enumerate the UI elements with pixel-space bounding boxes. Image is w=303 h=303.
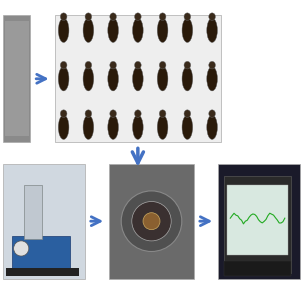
Ellipse shape: [182, 18, 193, 42]
Ellipse shape: [85, 110, 92, 117]
Ellipse shape: [209, 61, 215, 69]
Ellipse shape: [207, 115, 218, 139]
FancyBboxPatch shape: [12, 236, 70, 273]
Ellipse shape: [182, 67, 193, 91]
Ellipse shape: [209, 13, 215, 21]
Ellipse shape: [184, 110, 191, 117]
Ellipse shape: [83, 115, 94, 139]
Ellipse shape: [157, 67, 168, 91]
Ellipse shape: [132, 18, 143, 42]
Ellipse shape: [83, 18, 94, 42]
Circle shape: [143, 213, 160, 230]
Ellipse shape: [159, 13, 166, 21]
FancyBboxPatch shape: [55, 15, 221, 142]
Ellipse shape: [182, 115, 193, 139]
FancyBboxPatch shape: [109, 164, 194, 279]
Ellipse shape: [110, 13, 116, 21]
Ellipse shape: [108, 18, 118, 42]
Ellipse shape: [85, 61, 92, 69]
FancyBboxPatch shape: [218, 164, 300, 279]
Ellipse shape: [108, 67, 118, 91]
Ellipse shape: [159, 61, 166, 69]
FancyBboxPatch shape: [56, 18, 220, 139]
Ellipse shape: [110, 61, 116, 69]
FancyBboxPatch shape: [227, 185, 288, 255]
FancyBboxPatch shape: [224, 176, 291, 273]
Ellipse shape: [184, 61, 191, 69]
Ellipse shape: [184, 13, 191, 21]
Ellipse shape: [58, 115, 69, 139]
Ellipse shape: [58, 18, 69, 42]
Ellipse shape: [83, 67, 94, 91]
Ellipse shape: [60, 110, 67, 117]
Ellipse shape: [108, 115, 118, 139]
Ellipse shape: [157, 115, 168, 139]
Circle shape: [132, 201, 171, 241]
Ellipse shape: [159, 110, 166, 117]
Ellipse shape: [85, 13, 92, 21]
Circle shape: [14, 241, 29, 256]
Ellipse shape: [135, 110, 141, 117]
Ellipse shape: [132, 115, 143, 139]
Ellipse shape: [135, 61, 141, 69]
Ellipse shape: [135, 13, 141, 21]
FancyBboxPatch shape: [24, 185, 42, 239]
Ellipse shape: [132, 67, 143, 91]
Ellipse shape: [157, 18, 168, 42]
FancyBboxPatch shape: [3, 164, 85, 279]
Ellipse shape: [110, 110, 116, 117]
FancyBboxPatch shape: [5, 21, 29, 136]
Ellipse shape: [209, 110, 215, 117]
FancyBboxPatch shape: [6, 268, 79, 276]
Ellipse shape: [207, 18, 218, 42]
Ellipse shape: [58, 67, 69, 91]
FancyBboxPatch shape: [224, 261, 291, 276]
FancyBboxPatch shape: [5, 167, 83, 276]
FancyBboxPatch shape: [220, 167, 298, 276]
FancyBboxPatch shape: [111, 167, 192, 276]
FancyBboxPatch shape: [3, 15, 30, 142]
Ellipse shape: [207, 67, 218, 91]
Ellipse shape: [60, 61, 67, 69]
Ellipse shape: [60, 13, 67, 21]
Circle shape: [121, 191, 182, 251]
